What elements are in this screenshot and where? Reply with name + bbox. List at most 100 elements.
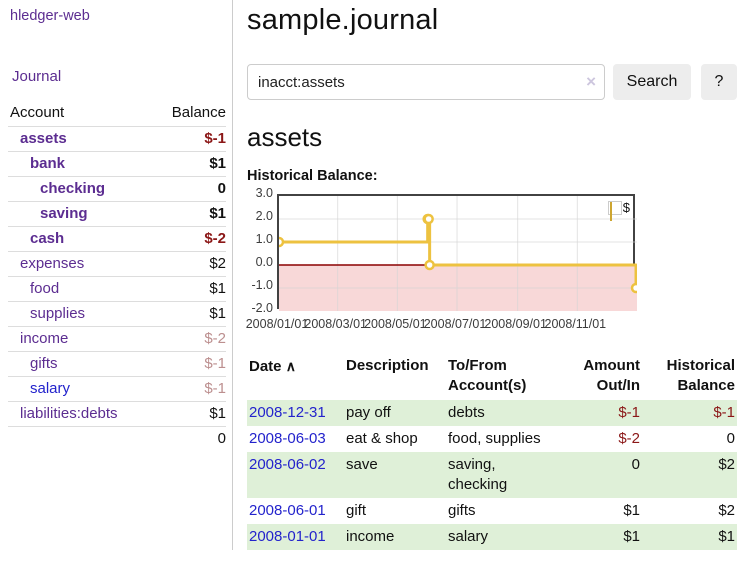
account-link[interactable]: cash: [30, 230, 65, 247]
accounts-total-value: 0: [152, 426, 226, 451]
transaction-balance: $1: [718, 528, 735, 545]
chart-title: Historical Balance:: [247, 168, 378, 184]
sort-asc-icon: ∧: [285, 358, 296, 374]
register-header-balance: Historical Balance: [666, 357, 735, 394]
accounts-table: Account Balance assets $-1 bank $1 checking 0…: [8, 101, 226, 451]
transaction-accounts: food, supplies: [448, 430, 541, 447]
transaction-date-link[interactable]: 2008-06-03: [249, 430, 326, 447]
search-input[interactable]: [247, 64, 605, 100]
account-balance: $1: [152, 201, 226, 227]
register-row[interactable]: 2008-12-31 pay off debts $-1 $-1: [247, 400, 737, 426]
sidebar: hledger-web Journal Account Balance asse…: [0, 0, 233, 550]
brand-link[interactable]: hledger-web: [10, 8, 90, 24]
transaction-date-link[interactable]: 2008-12-31: [249, 404, 326, 421]
account-row: salary $-1: [8, 376, 226, 402]
account-link[interactable]: bank: [30, 155, 66, 172]
transaction-description: income: [346, 528, 395, 545]
account-row: saving $1: [8, 201, 226, 227]
y-axis-tick-label: -2.0: [251, 301, 273, 315]
account-row: cash $-2: [8, 226, 226, 252]
transaction-balance: $2: [718, 456, 735, 473]
account-row: checking 0: [8, 176, 226, 202]
register-header-date[interactable]: Date ∧: [249, 358, 296, 375]
transaction-amount: $-2: [618, 430, 640, 447]
x-axis-tick-label: 2008/09/01: [484, 317, 547, 331]
account-row: supplies $1: [8, 301, 226, 327]
transaction-amount: $1: [623, 528, 640, 545]
transaction-accounts: saving, checking: [448, 456, 508, 493]
accounts-header-balance: Balance: [152, 101, 226, 127]
account-row: food $1: [8, 276, 226, 302]
account-row: gifts $-1: [8, 351, 226, 377]
app: hledger-web Journal Account Balance asse…: [0, 0, 742, 550]
plot-area: $: [277, 194, 637, 311]
register-header-accounts: To/From Account(s): [448, 357, 527, 394]
transaction-amount: $1: [623, 502, 640, 519]
account-heading: assets: [247, 122, 323, 152]
y-axis-tick-label: 0.0: [255, 255, 273, 269]
x-axis-tick-label: 2008/05/01: [364, 317, 427, 331]
account-link[interactable]: salary: [30, 380, 71, 397]
transaction-description: eat & shop: [346, 430, 418, 447]
account-link[interactable]: saving: [40, 205, 88, 222]
y-axis-tick-label: 1.0: [255, 232, 273, 246]
register-row[interactable]: 2008-06-03 eat & shop food, supplies $-2 0: [247, 426, 737, 452]
legend-swatch-icon: [607, 200, 622, 221]
sidebar-item-journal[interactable]: Journal: [12, 68, 62, 85]
account-balance: $1: [152, 276, 226, 302]
account-row: income $-2: [8, 326, 226, 352]
transaction-date-link[interactable]: 2008-06-01: [249, 502, 326, 519]
search-button[interactable]: Search: [613, 64, 691, 100]
x-axis-tick-label: 2008/11/01: [544, 317, 607, 331]
account-link[interactable]: checking: [40, 180, 106, 197]
x-axis-tick-label: 2008/07/01: [423, 317, 487, 331]
transaction-amount: 0: [631, 456, 640, 473]
y-axis-tick-label: 2.0: [255, 209, 273, 223]
transaction-accounts: gifts: [448, 502, 476, 519]
y-axis-tick-label: 3.0: [255, 186, 273, 200]
page-title: sample.journal: [247, 4, 439, 36]
transaction-date-link[interactable]: 2008-01-01: [249, 528, 326, 545]
x-axis-tick-label: 2008/03/01: [304, 317, 367, 331]
clear-search-icon[interactable]: ×: [586, 72, 596, 91]
account-balance: $1: [152, 401, 226, 427]
account-link[interactable]: supplies: [30, 305, 86, 322]
historical-balance-chart: 3.0 2.0 1.0 0.0 -1.0 -2.0 $2008/01/01 2008/03/0…: [246, 186, 717, 334]
help-button[interactable]: ?: [701, 64, 737, 100]
register-row[interactable]: 2008-06-01 gift gifts $1 $2: [247, 498, 737, 524]
account-balance: $1: [152, 151, 226, 177]
account-balance: $1: [152, 301, 226, 327]
account-balance: 0: [152, 176, 226, 202]
account-balance: $-1: [152, 126, 226, 152]
chart-legend: $: [607, 200, 630, 221]
transaction-balance: $2: [718, 502, 735, 519]
transaction-accounts: salary: [448, 528, 489, 545]
account-link[interactable]: food: [30, 280, 60, 297]
transaction-amount: $-1: [618, 404, 640, 421]
transaction-accounts: debts: [448, 404, 485, 421]
legend-label: $: [622, 200, 630, 215]
account-balance: $2: [152, 251, 226, 277]
transaction-balance: $-1: [713, 404, 735, 421]
main-content: sample.journal × Search ? assets Histori…: [233, 0, 742, 550]
account-balance: $-1: [152, 376, 226, 402]
transaction-date-link[interactable]: 2008-06-02: [249, 456, 326, 473]
account-balance: $-2: [152, 326, 226, 352]
transaction-balance: 0: [726, 430, 735, 447]
account-row: bank $1: [8, 151, 226, 177]
search-bar: × Search ?: [247, 64, 738, 100]
account-balance: $-1: [152, 351, 226, 377]
account-link[interactable]: gifts: [30, 355, 58, 372]
account-row: liabilities:debts $1: [8, 401, 226, 427]
account-link[interactable]: income: [20, 330, 69, 347]
register-header-row: Date ∧ Description To/From Account(s) Am…: [247, 354, 737, 400]
account-link[interactable]: liabilities:debts: [20, 405, 118, 422]
account-row: assets $-1: [8, 126, 226, 152]
register-row[interactable]: 2008-06-02 save saving, checking 0 $2: [247, 452, 737, 498]
accounts-header-account: Account: [8, 101, 153, 127]
register-row[interactable]: 2008-01-01 income salary $1 $1: [247, 524, 737, 550]
register-header-amount: Amount Out/In: [583, 357, 640, 394]
account-link[interactable]: assets: [20, 130, 67, 147]
account-link[interactable]: expenses: [20, 255, 85, 272]
transaction-description: gift: [346, 502, 367, 519]
